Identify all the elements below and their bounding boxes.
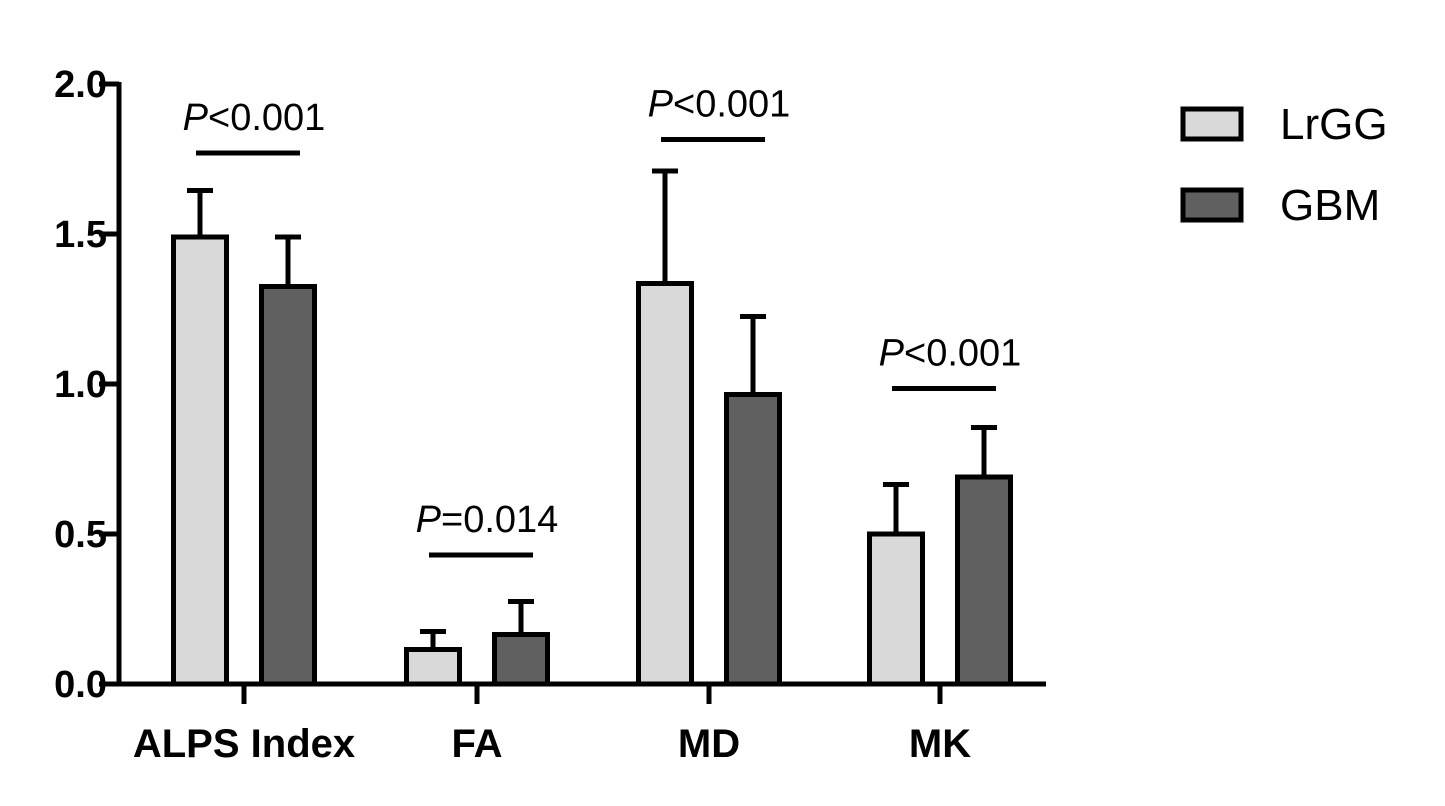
bar-lrgg [867, 531, 925, 687]
p-value-label: P<0.001 [879, 333, 1022, 375]
y-tick-label: 2.0 [54, 64, 107, 106]
bar-gbm [724, 392, 782, 687]
bar-lrgg [636, 281, 694, 687]
y-tick-label: 0.0 [54, 664, 107, 706]
x-tick-label: FA [451, 722, 502, 766]
p-value-label: P=0.014 [416, 499, 559, 541]
legend-swatch-lrgg [1180, 106, 1244, 142]
x-tick-label: MD [678, 722, 740, 766]
legend-swatch-gbm [1180, 187, 1244, 223]
x-tick-label: MK [909, 722, 971, 766]
bar-gbm [955, 474, 1013, 687]
p-value-label: P<0.001 [648, 84, 791, 126]
bar-gbm [259, 284, 317, 687]
y-tick-label: 0.5 [54, 514, 107, 556]
y-tick-label: 1.5 [54, 214, 107, 256]
y-tick-label: 1.0 [54, 364, 107, 406]
bar-lrgg [404, 647, 462, 687]
bar-lrgg [171, 234, 229, 687]
legend-label-lrgg: LrGG [1280, 100, 1388, 149]
legend-label-gbm: GBM [1280, 181, 1380, 230]
x-tick-label: ALPS Index [133, 722, 355, 766]
p-value-label: P<0.001 [183, 97, 326, 139]
bar-gbm [492, 632, 550, 687]
